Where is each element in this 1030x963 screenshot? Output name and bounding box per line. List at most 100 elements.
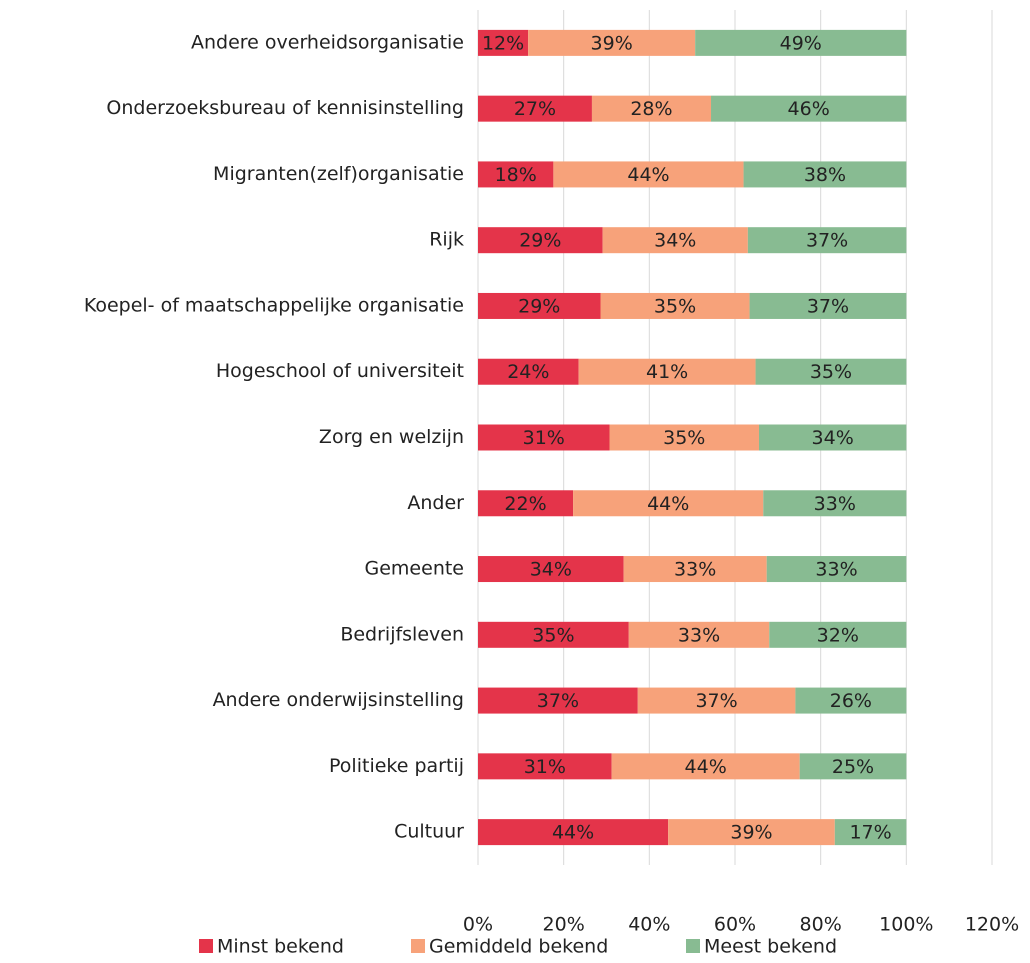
- y-tick-label: Cultuur: [394, 821, 464, 843]
- y-tick-label: Politieke partij: [329, 755, 464, 777]
- data-label: 31%: [524, 756, 566, 778]
- bar-segment: [478, 621, 629, 648]
- data-label: 18%: [495, 164, 537, 186]
- legend-label: Meest bekend: [704, 936, 837, 958]
- bar-segment: [795, 687, 907, 714]
- y-tick-label: Ander: [407, 492, 464, 514]
- y-tick-label: Andere overheidsorganisatie: [191, 31, 464, 53]
- data-label: 27%: [514, 98, 556, 120]
- data-label: 39%: [591, 32, 633, 54]
- data-label: 34%: [812, 427, 854, 449]
- bar-segment: [755, 358, 907, 385]
- data-label: 34%: [654, 230, 696, 252]
- data-label: 29%: [519, 230, 561, 252]
- bar-segment: [478, 687, 638, 714]
- data-label: 39%: [730, 822, 772, 844]
- data-label: 32%: [817, 624, 859, 646]
- data-label: 44%: [552, 822, 594, 844]
- data-label: 41%: [646, 361, 688, 383]
- data-label: 28%: [630, 98, 672, 120]
- data-label: 33%: [814, 493, 856, 515]
- data-label: 44%: [685, 756, 727, 778]
- data-label: 37%: [807, 295, 849, 317]
- bar-segment: [799, 753, 907, 780]
- y-tick-label: Rijk: [429, 229, 464, 251]
- bar-segment: [478, 95, 592, 122]
- bar-segment: [695, 29, 907, 56]
- bar-segment: [478, 227, 603, 254]
- bar-segment: [578, 358, 756, 385]
- data-label: 17%: [849, 822, 891, 844]
- bar-segment: [478, 819, 669, 846]
- bar-segment: [758, 424, 907, 451]
- data-label: 25%: [832, 756, 874, 778]
- data-label: 35%: [532, 624, 574, 646]
- bar-segment: [573, 490, 764, 517]
- data-label: 35%: [810, 361, 852, 383]
- y-tick-label: Zorg en welzijn: [319, 426, 464, 448]
- x-tick-label: 60%: [714, 914, 756, 936]
- x-tick-label: 80%: [800, 914, 842, 936]
- bar-segment: [766, 556, 907, 583]
- data-label: 31%: [523, 427, 565, 449]
- bar-segment: [749, 292, 907, 319]
- bar-segment: [611, 753, 800, 780]
- bar-segment: [668, 819, 835, 846]
- y-tick-label: Gemeente: [365, 558, 464, 580]
- data-label: 38%: [804, 164, 846, 186]
- bar-segment: [478, 358, 579, 385]
- bar-segment: [628, 621, 770, 648]
- data-label: 46%: [788, 98, 830, 120]
- x-tick-label: 100%: [879, 914, 933, 936]
- y-tick-label: Koepel- of maatschappelijke organisatie: [84, 294, 464, 316]
- bar-segment: [591, 95, 712, 122]
- legend-swatch: [411, 939, 425, 953]
- bar-segment: [478, 292, 601, 319]
- data-label: 44%: [647, 493, 689, 515]
- bar-segment: [478, 556, 624, 583]
- data-label: 35%: [654, 295, 696, 317]
- data-label: 33%: [678, 624, 720, 646]
- bar-segment: [528, 29, 696, 56]
- x-tick-label: 40%: [628, 914, 670, 936]
- bar-segment: [743, 161, 907, 188]
- data-label: 35%: [663, 427, 705, 449]
- legend-swatch: [199, 939, 213, 953]
- bar-segment: [478, 753, 612, 780]
- data-label: 12%: [482, 32, 524, 54]
- x-tick-label: 0%: [463, 914, 493, 936]
- legend-label: Minst bekend: [217, 936, 344, 958]
- bar-segment: [763, 490, 907, 517]
- data-label: 44%: [627, 164, 669, 186]
- bar-segment: [478, 29, 529, 56]
- bar-segment: [637, 687, 796, 714]
- x-tick-label: 20%: [543, 914, 585, 936]
- legend-label: Gemiddeld bekend: [429, 936, 608, 958]
- bar-segment: [711, 95, 907, 122]
- y-tick-label: Andere onderwijsinstelling: [213, 689, 464, 711]
- y-tick-label: Hogeschool of universiteit: [216, 360, 464, 382]
- y-tick-label: Bedrijfsleven: [340, 623, 464, 645]
- data-label: 49%: [780, 32, 822, 54]
- bar-segment: [600, 292, 750, 319]
- data-label: 33%: [674, 559, 716, 581]
- bar-segment: [478, 490, 574, 517]
- bar-segment: [747, 227, 907, 254]
- data-label: 22%: [504, 493, 546, 515]
- x-tick-label: 120%: [965, 914, 1019, 936]
- data-label: 33%: [815, 559, 857, 581]
- bar-segment: [769, 621, 907, 648]
- data-label: 37%: [695, 690, 737, 712]
- bar-segment: [602, 227, 748, 254]
- bar-segment: [623, 556, 767, 583]
- bar-segment: [553, 161, 744, 188]
- data-label: 37%: [806, 230, 848, 252]
- data-label: 29%: [518, 295, 560, 317]
- y-tick-label: Migranten(zelf)organisatie: [213, 163, 464, 185]
- data-label: 34%: [530, 559, 572, 581]
- bar-segment: [478, 161, 554, 188]
- data-label: 37%: [537, 690, 579, 712]
- bar-segment: [478, 424, 610, 451]
- y-tick-label: Onderzoeksbureau of kennisinstelling: [106, 97, 464, 119]
